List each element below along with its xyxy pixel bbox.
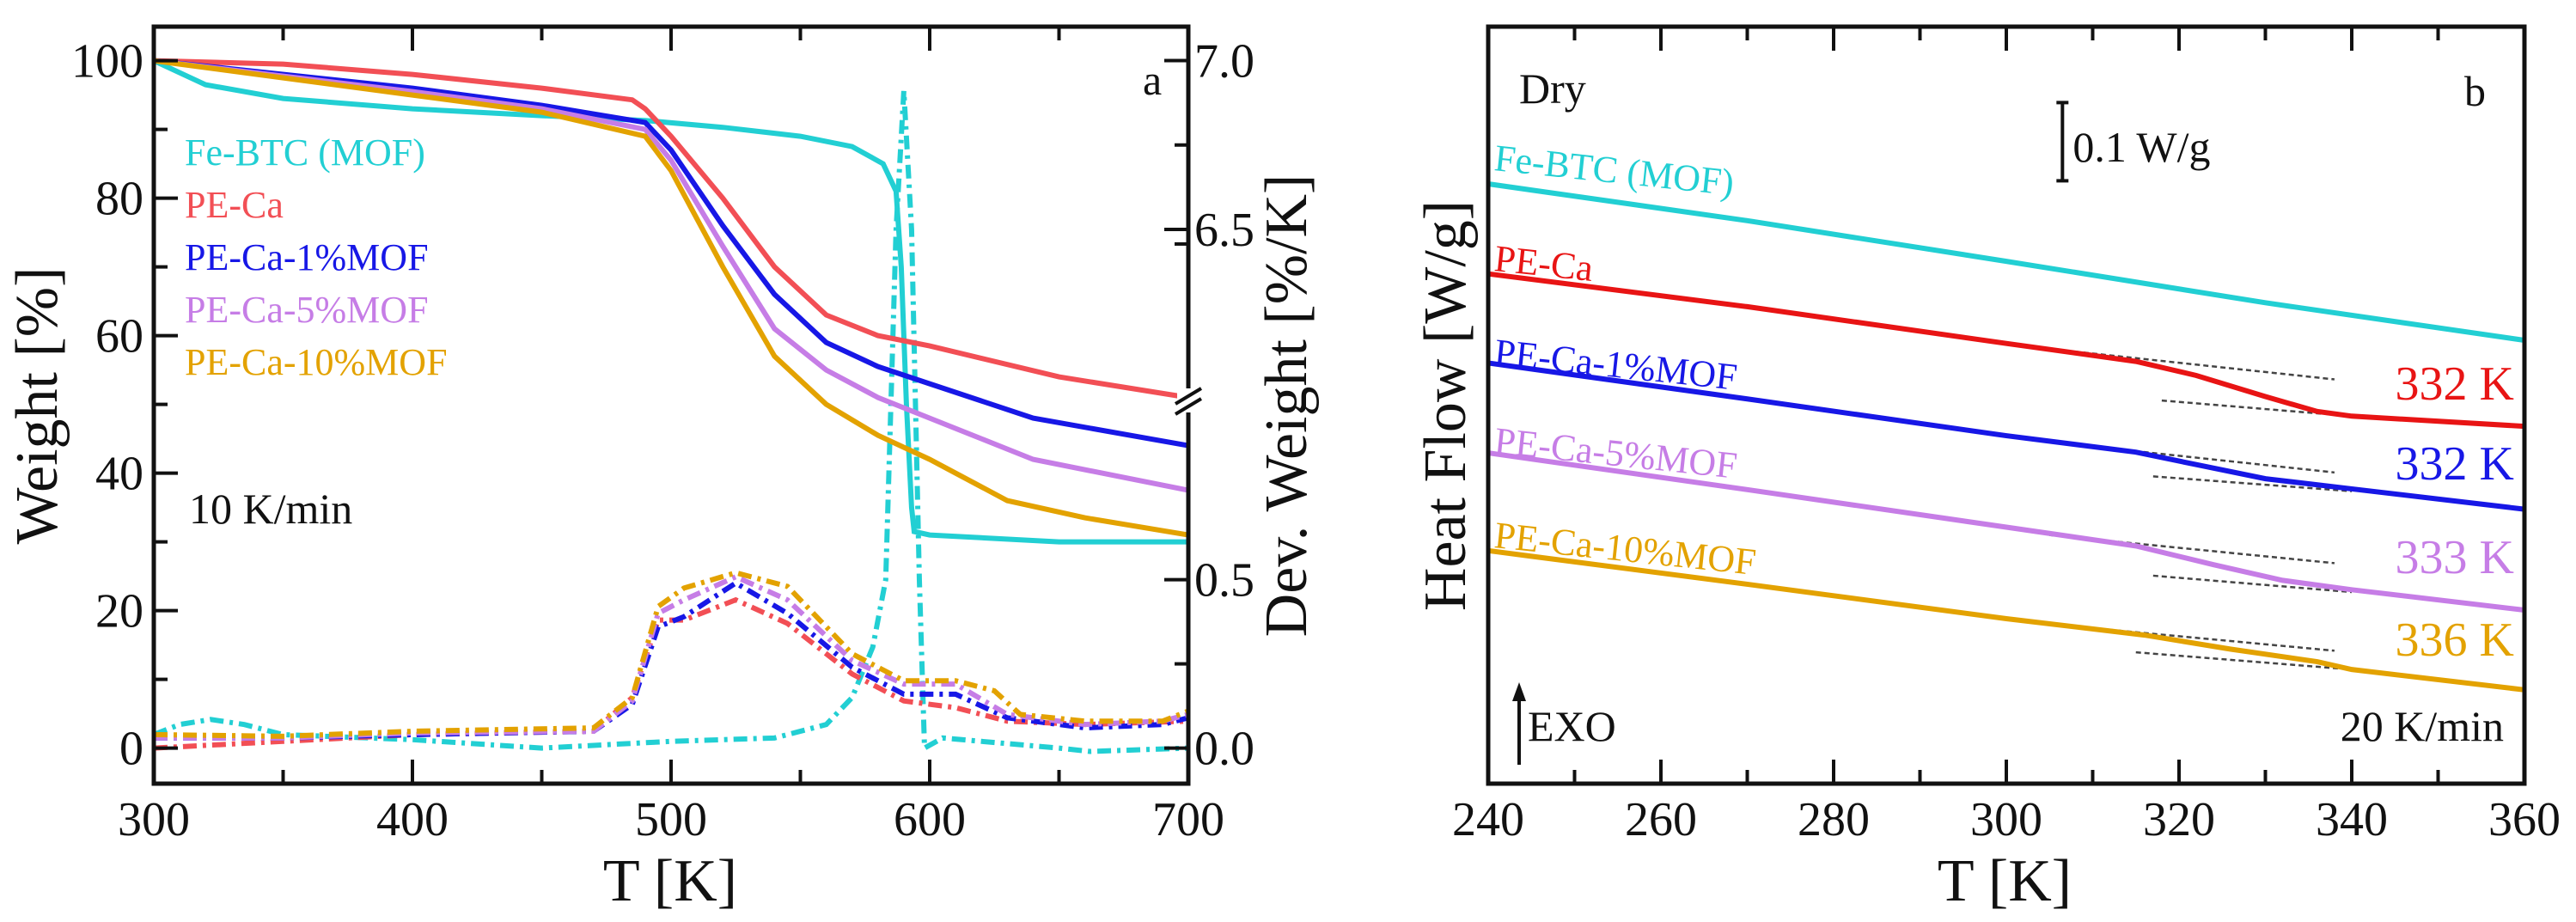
weight-line-0 (152, 58, 1188, 545)
transition-temperature: 332 K (2396, 357, 2514, 411)
x-tick-label: 600 (894, 793, 966, 846)
heat-flow-line-4 (1487, 547, 2525, 693)
heat-flow-line-2 (1487, 360, 2525, 512)
x-tick-label: 240 (1452, 793, 1524, 846)
y2-tick-label: 7.0 (1194, 35, 1254, 89)
panel-a-curves (152, 58, 1190, 754)
panel-b-label: b (2464, 67, 2486, 115)
dtg-line-0 (152, 90, 1189, 754)
legend-item: PE-Ca-1%MOF (185, 236, 429, 278)
panel-b-curves (1487, 181, 2525, 693)
curve-label: Fe-BTC (MOF) (1492, 137, 1736, 204)
x-tick-label: 500 (635, 793, 707, 846)
y2-tick-label: 6.5 (1194, 204, 1254, 257)
y-tick-label: 0 (119, 723, 143, 776)
curve-label: PE-Ca-10%MOF (1492, 514, 1758, 583)
condition-label: Dry (1519, 64, 1586, 113)
panel-a-x-axis-title: T [K] (603, 848, 737, 914)
tangent-line (2152, 574, 2353, 594)
panel-b-x-axis-title: T [K] (1938, 848, 2072, 914)
x-tick-label: 300 (1970, 793, 2042, 846)
heat-flow-line-1 (1487, 271, 2525, 430)
x-tick-label: 260 (1625, 793, 1697, 846)
transition-temperature: 332 K (2396, 437, 2514, 491)
weight-line-2 (153, 58, 1189, 449)
y2-tick-label: 0.0 (1194, 723, 1254, 776)
x-tick-label: 700 (1152, 793, 1224, 846)
panel-b-dsc: 240 260 280 300 320 340 360 b Dry 0.1 W/g EXO … (1413, 24, 2561, 914)
curve-label: PE-Ca-1%MOF (1492, 331, 1739, 398)
heating-rate-label-b: 20 K/min (2341, 702, 2504, 750)
panel-a-legend: Fe-BTC (MOF) PE-Ca PE-Ca-1%MOF PE-Ca-5%MOF P… (185, 131, 448, 383)
dtg-line-3 (154, 574, 1189, 741)
heat-flow-line-3 (1487, 450, 2525, 613)
y-tick-label: 20 (95, 585, 143, 638)
legend-item: PE-Ca-10%MOF (185, 341, 448, 383)
weight-line-3 (153, 58, 1189, 493)
heating-rate-label: 10 K/min (189, 485, 352, 533)
panel-b-labels: Fe-BTC (MOF) PE-Ca 332 K PE-Ca-1%MOF 332 K PE… (1492, 137, 2514, 667)
panel-a-label: a (1143, 56, 1162, 104)
heat-flow-line-0 (1487, 181, 2525, 343)
x-tick-label: 320 (2143, 793, 2215, 846)
x-tick-label: 280 (1798, 793, 1870, 846)
panel-a-y2-axis-title: Dev. Weight [%/K] (1254, 174, 1320, 638)
y2-axis-break (1174, 387, 1203, 416)
curve-label: PE-Ca-5%MOF (1492, 419, 1739, 486)
dtg-line-1 (153, 596, 1189, 751)
scale-bar-label: 0.1 W/g (2072, 123, 2210, 171)
x-tick-label: 340 (2316, 793, 2388, 846)
x-tick-label: 360 (2488, 793, 2561, 846)
y-tick-label: 60 (95, 310, 143, 363)
exo-label: EXO (1528, 702, 1616, 750)
weight-line-1 (153, 58, 1189, 400)
curve-label: PE-Ca (1492, 237, 1595, 290)
y-tick-label: 40 (95, 448, 143, 501)
scale-bar: 0.1 W/g (2056, 101, 2211, 183)
panel-b-y-axis-title: Heat Flow [W/g] (1413, 200, 1479, 611)
weight-line-4 (153, 58, 1189, 538)
tangent-line (2135, 650, 2353, 671)
dtg-line-4 (153, 570, 1190, 739)
transition-temperature: 336 K (2396, 614, 2514, 667)
transition-temperature: 333 K (2396, 531, 2514, 584)
x-tick-label: 400 (376, 793, 449, 846)
panel-a-ticks: 300 400 500 600 700 0 20 40 60 80 100 0.0 0.5 6.5 7.0 (71, 27, 1254, 846)
panel-a-tga: 300 400 500 600 7000204060801000.00.56.57.0 … (4, 24, 1320, 914)
x-tick-label: 300 (118, 793, 190, 846)
y-tick-label: 100 (71, 35, 143, 89)
legend-item: Fe-BTC (MOF) (185, 131, 425, 174)
tangent-line (2152, 475, 2353, 492)
panel-b-ticks: 240 260 280 300 320 340 360 (1452, 27, 2561, 846)
exo-indicator: EXO (1512, 682, 1616, 765)
y-tick-label: 80 (95, 173, 143, 226)
arrow-head-icon (1512, 682, 1526, 701)
panel-a-y-axis-title: Weight [%] (4, 267, 70, 545)
y2-tick-label: 0.5 (1194, 554, 1254, 608)
legend-item: PE-Ca-5%MOF (185, 289, 429, 331)
panel-b-frame (1486, 24, 2527, 786)
legend-item: PE-Ca (185, 184, 284, 226)
